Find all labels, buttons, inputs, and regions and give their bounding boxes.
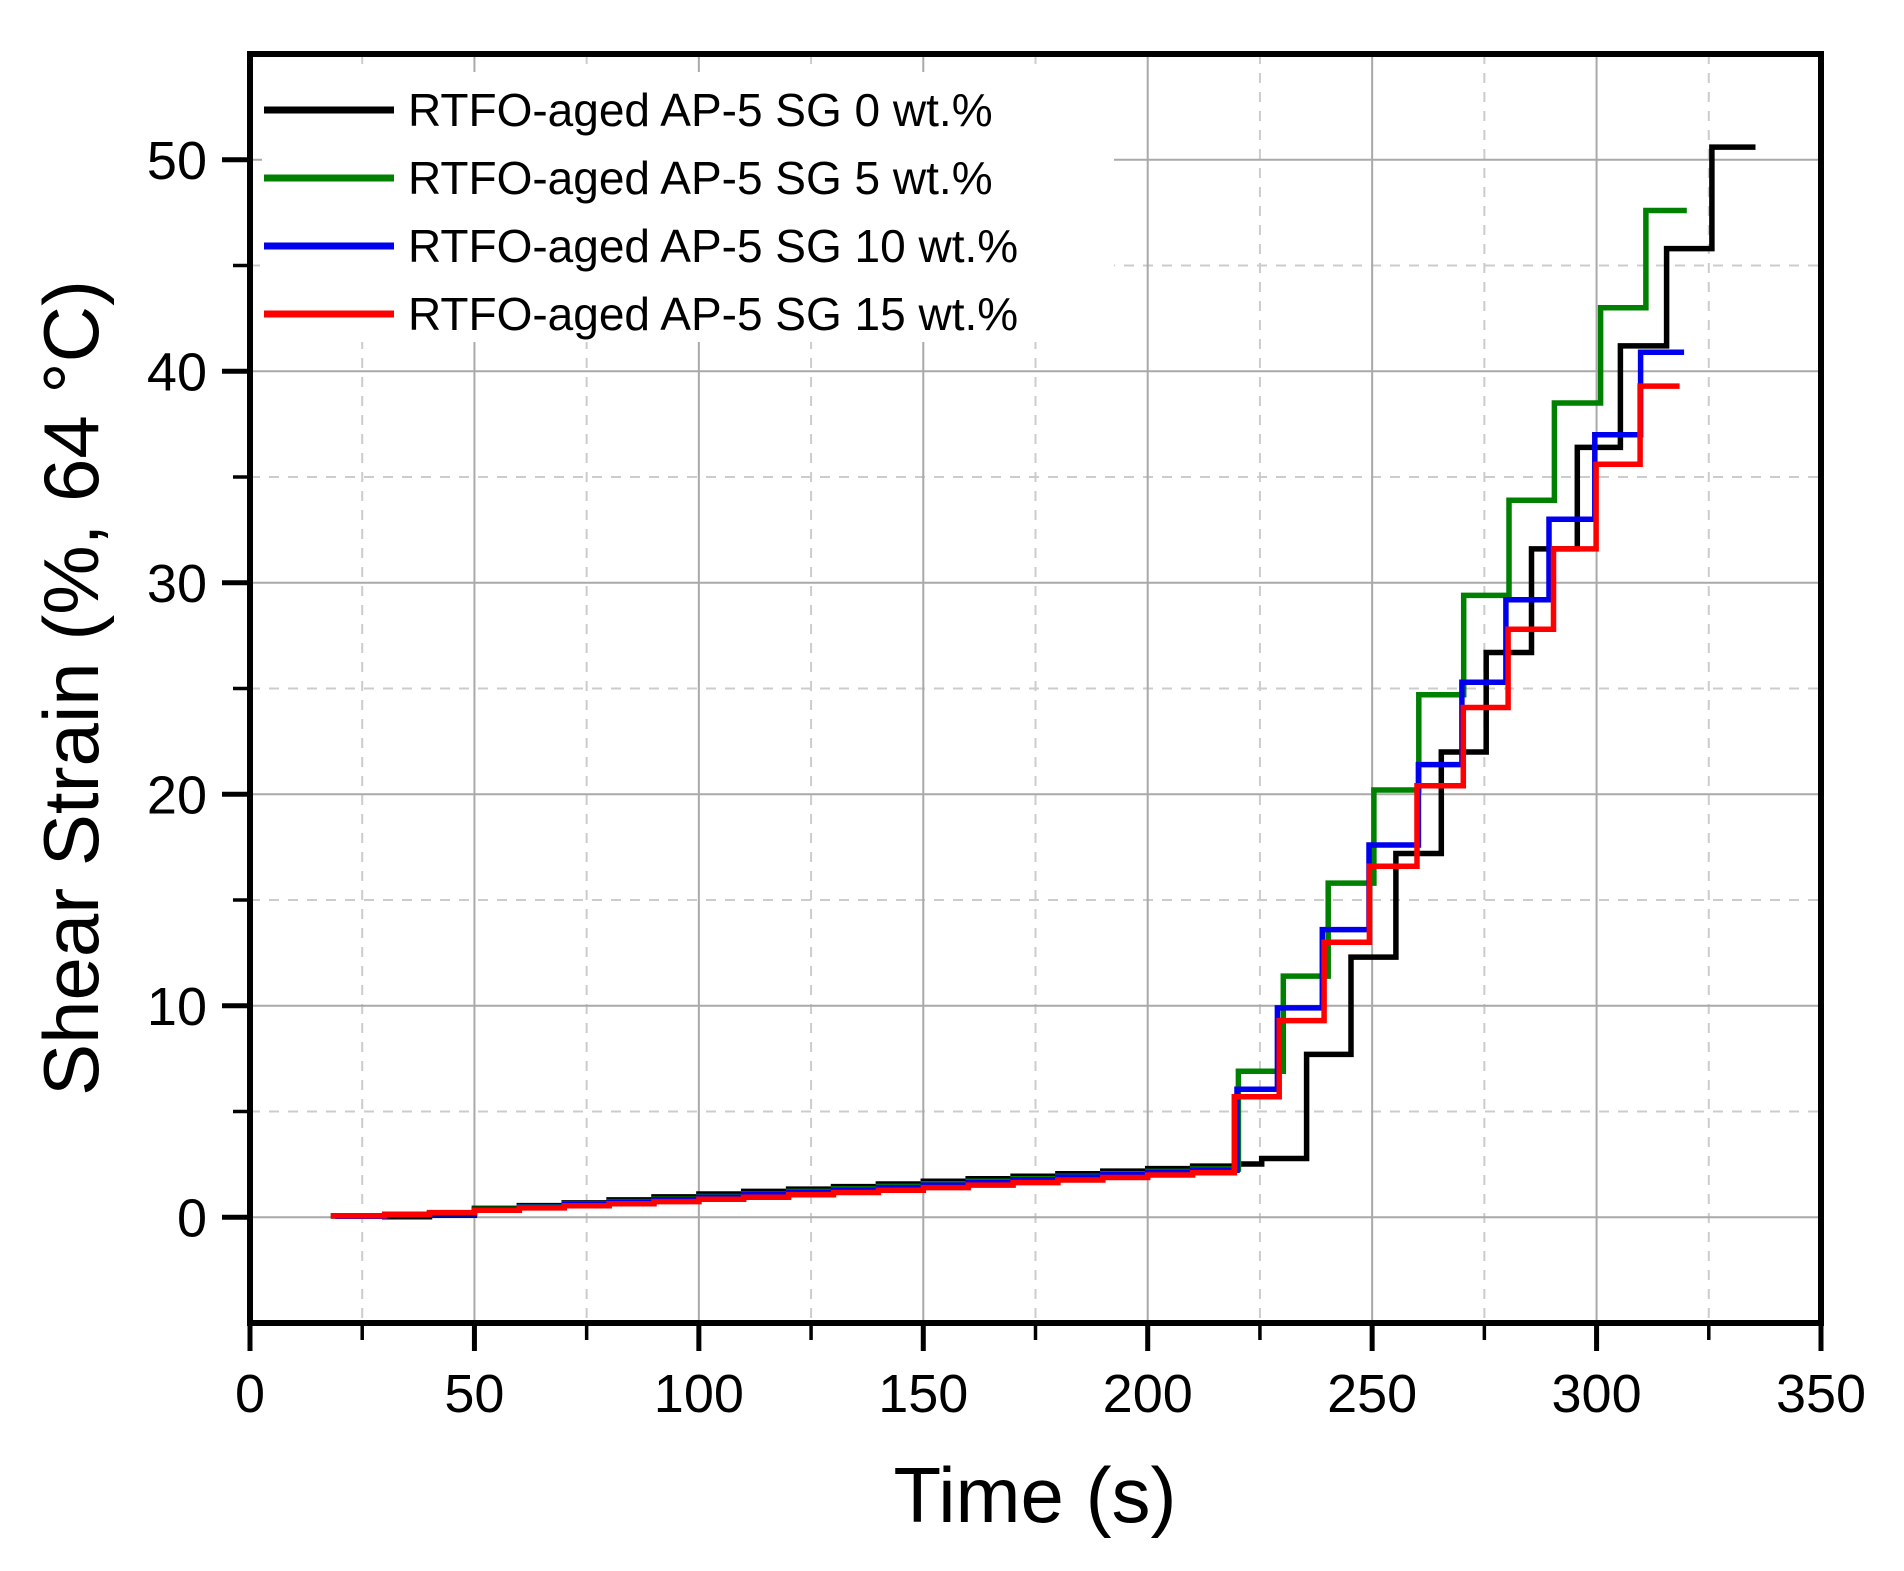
x-tick-label: 150 (878, 1364, 968, 1424)
x-axis-title: Time (s) (893, 1451, 1176, 1539)
y-tick-label: 30 (147, 554, 207, 614)
series-layer (330, 144, 1756, 1220)
tick-label-layer: 0 50 100 150 200 250 300 350 0 10 20 30 40 50 (147, 131, 1866, 1424)
plot-frame (247, 51, 1824, 1326)
series-curve-3 (330, 383, 1680, 1219)
y-tick-label: 20 (147, 765, 207, 825)
y-tick-label: 10 (147, 977, 207, 1037)
x-tick-label: 200 (1103, 1364, 1193, 1424)
x-tick-label: 50 (444, 1364, 504, 1424)
legend-label-0: RTFO-aged AP-5 SG 0 wt.% (408, 84, 993, 136)
y-tick-label: 0 (177, 1188, 207, 1248)
x-tick-label: 0 (235, 1364, 265, 1424)
x-tick-label: 350 (1776, 1364, 1866, 1424)
legend-label-1: RTFO-aged AP-5 SG 5 wt.% (408, 152, 993, 204)
y-axis-title: Shear Strain (%, 64 °C) (27, 280, 115, 1096)
legend-label-3: RTFO-aged AP-5 SG 15 wt.% (408, 288, 1018, 340)
x-tick-label: 100 (654, 1364, 744, 1424)
y-tick-label: 40 (147, 342, 207, 402)
x-tick-label: 250 (1327, 1364, 1417, 1424)
tick-layer (222, 157, 1824, 1351)
y-tick-label: 50 (147, 131, 207, 191)
legend-label-2: RTFO-aged AP-5 SG 10 wt.% (408, 220, 1018, 272)
legend: RTFO-aged AP-5 SG 0 wt.% RTFO-aged AP-5 S… (262, 72, 1114, 342)
legend-background (262, 72, 1114, 342)
x-tick-label: 300 (1552, 1364, 1642, 1424)
